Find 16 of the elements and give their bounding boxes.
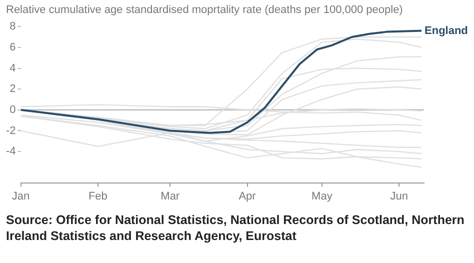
y-tick-label: 4 [10,62,16,74]
x-tick-label: Feb [88,190,108,202]
source-note: Source: Office for National Statistics, National Records of Scotland, Northern Ireland Statistics and Research Agency, Eurostat [5,212,466,244]
x-tick-label: Apr [238,190,256,202]
x-tick-label: Jan [12,190,30,202]
x-tick-label: May [312,190,333,202]
y-axis-title: Relative cumulative age standardised moprtality rate (deaths per 100,000 people) [5,3,404,18]
series-label: England [424,24,468,37]
y-tick-label: -4 [6,146,16,158]
x-tick-label: Mar [160,190,180,202]
y-tick-label: -2 [6,124,16,137]
y-tick-label: 2 [10,83,16,96]
y-tick-label: 0 [10,104,16,116]
y-tick-label: 6 [10,41,16,54]
y-tick-label: 8 [10,20,16,33]
x-tick-label: Jun [390,190,408,202]
